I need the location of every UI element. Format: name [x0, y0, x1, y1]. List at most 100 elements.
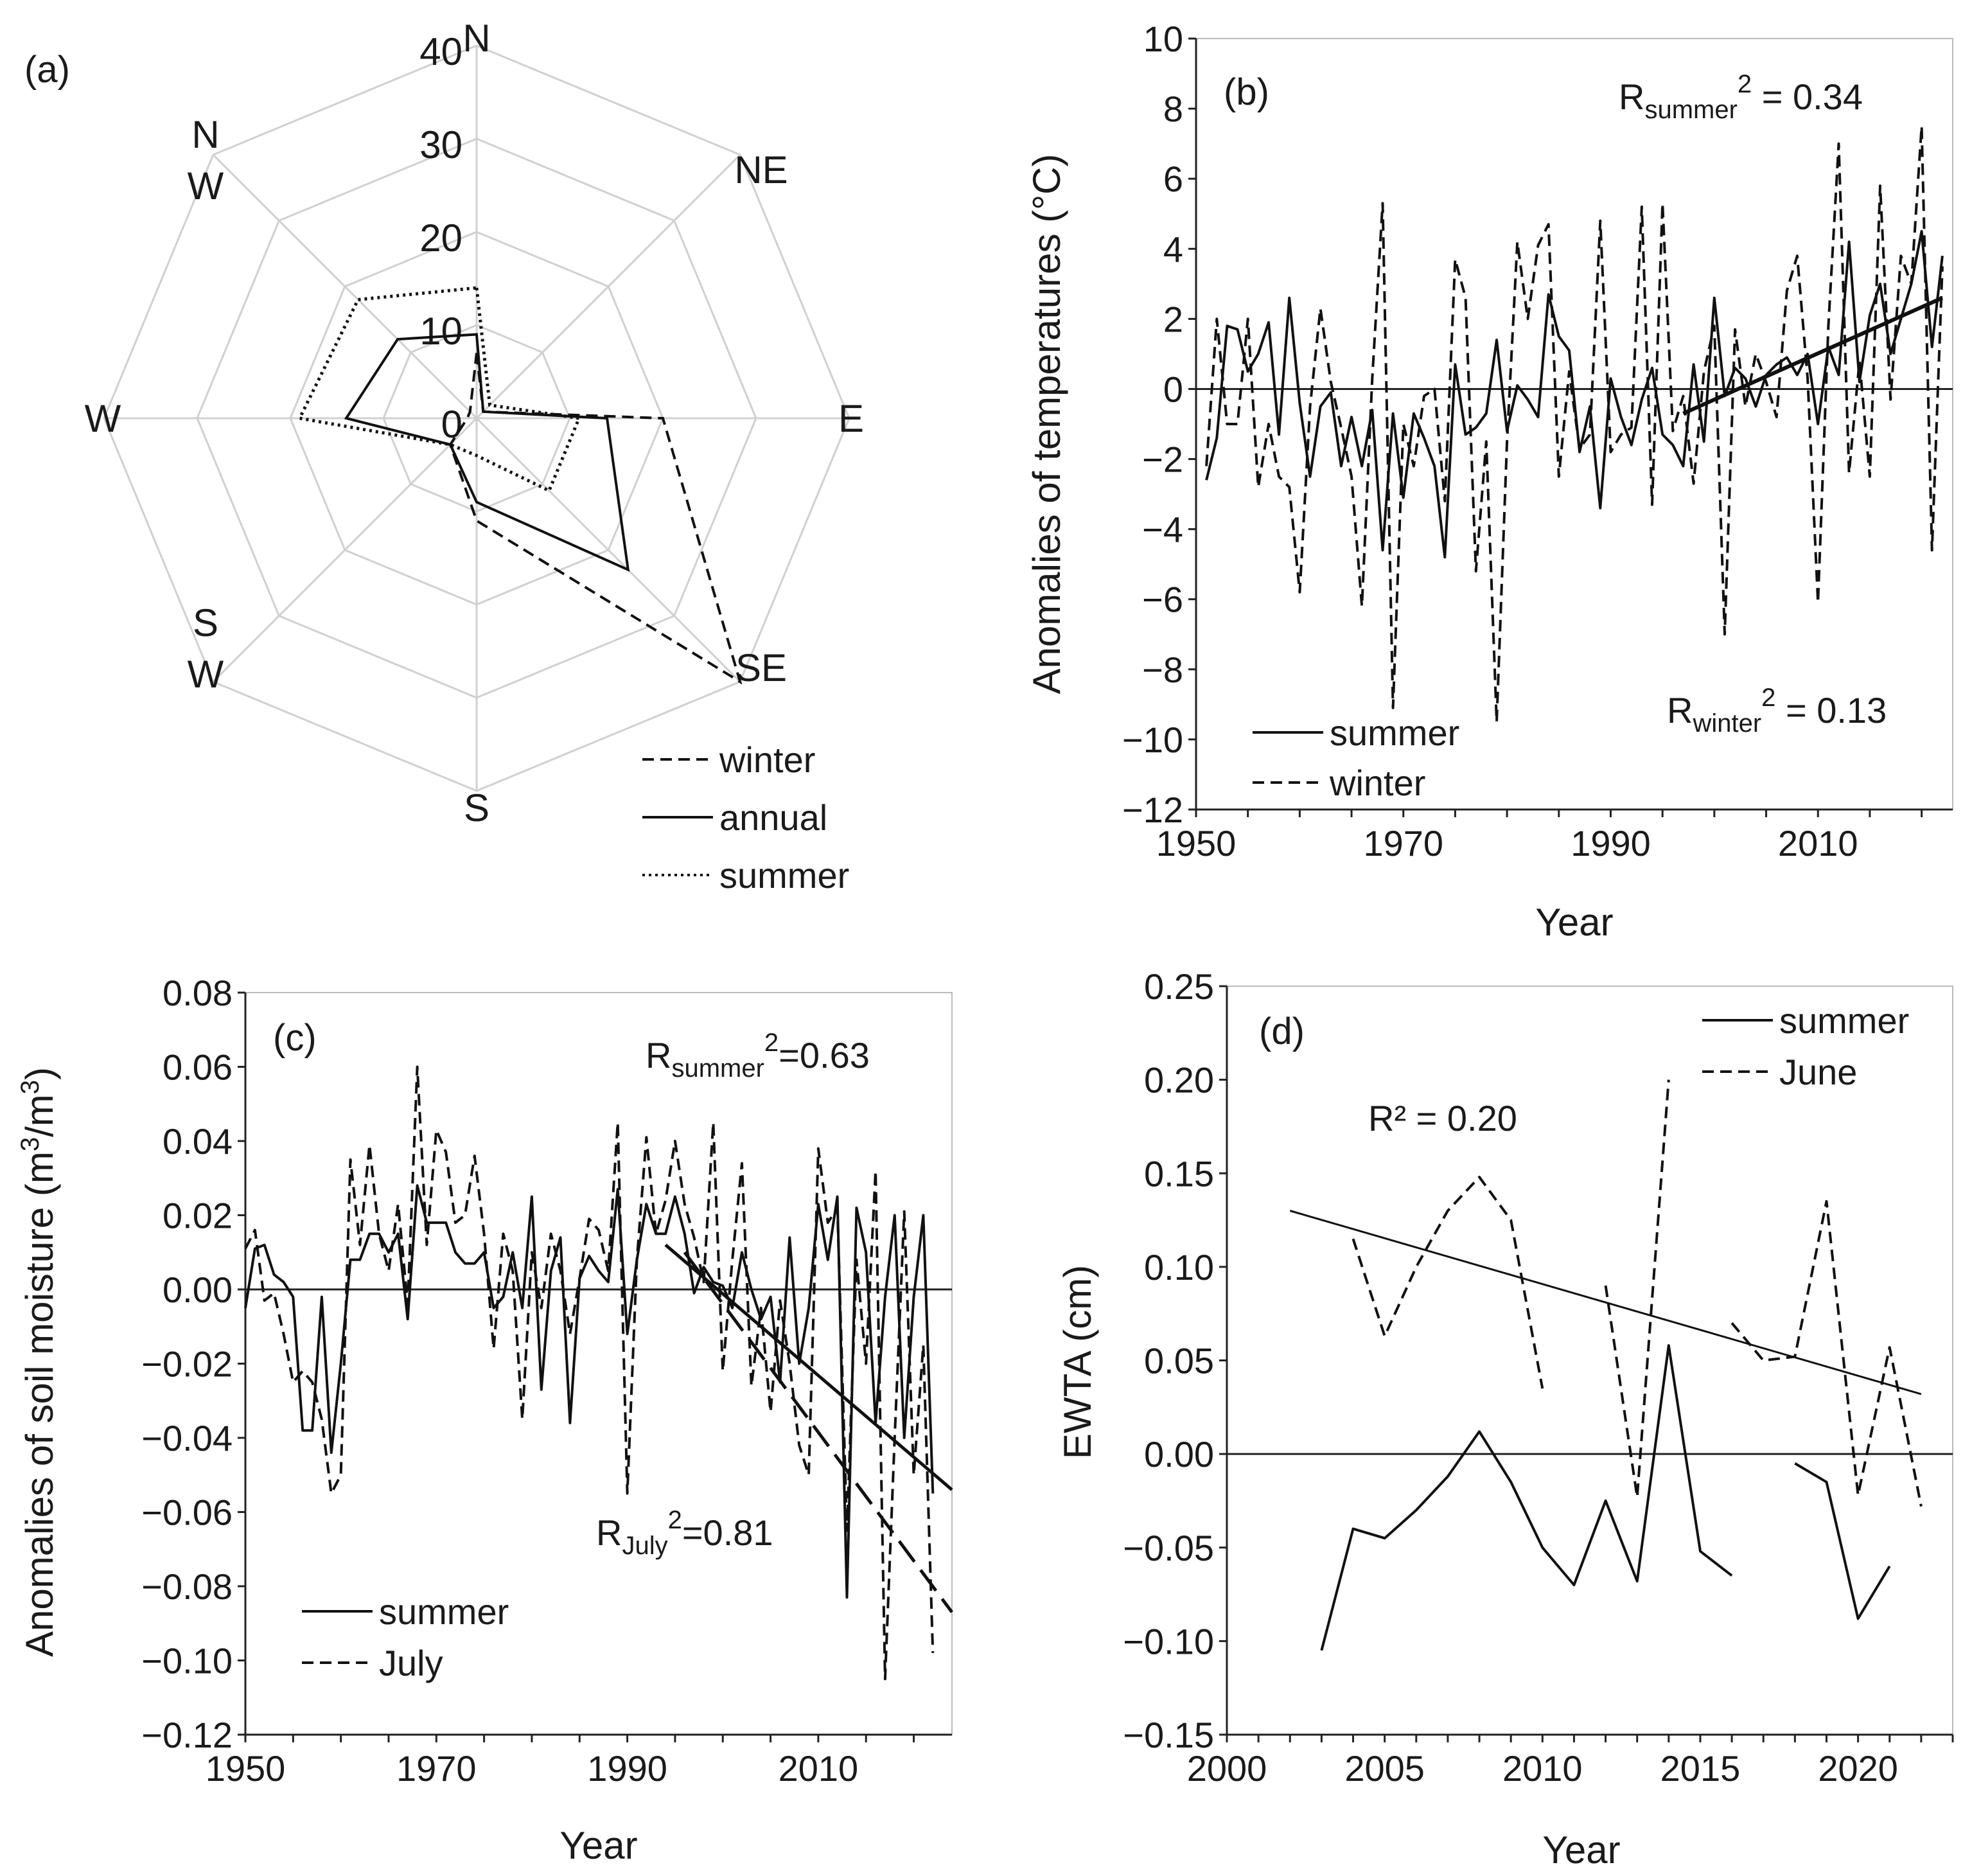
y-tick-label: −10 — [1122, 720, 1183, 760]
r-base: R — [596, 1512, 622, 1553]
x-tick-label: 2010 — [779, 1748, 859, 1789]
x-tick-label: 2005 — [1344, 1748, 1425, 1789]
radar-series-summer — [297, 286, 582, 493]
series-line-summer — [244, 1184, 935, 1599]
radar-series-annual — [344, 333, 630, 572]
direction-label-line: S — [464, 786, 489, 829]
direction-label-se: SE — [735, 646, 787, 689]
r-sub: summer — [671, 1054, 764, 1083]
series-line-july — [244, 1065, 935, 1681]
direction-label-line: W — [188, 164, 224, 208]
x-axis-title: Year — [1535, 901, 1613, 944]
radar-spoke — [475, 154, 741, 420]
r-squared-winter: Rwinter2 = 0.13 — [1667, 684, 1887, 738]
y-tick-label: −0.10 — [141, 1641, 233, 1681]
y-tick-label: 4 — [1163, 229, 1183, 269]
y-tick-label: 0.00 — [1144, 1434, 1214, 1474]
legend-label-annual: annual — [719, 797, 827, 838]
r-base: R — [1667, 690, 1693, 730]
radial-tick-label: 0 — [441, 403, 462, 446]
radial-tick-label: 30 — [419, 123, 462, 166]
legend-label-june: June — [1779, 1052, 1857, 1092]
direction-label-n: N — [462, 17, 490, 60]
y-tick-label: 0.06 — [163, 1047, 233, 1088]
y-title-part: /m — [18, 1094, 61, 1137]
panel-label: (a) — [24, 49, 70, 91]
y-title-part: ) — [18, 1067, 61, 1080]
r-value: = 0.34 — [1752, 76, 1863, 117]
radar-spoke — [212, 417, 478, 683]
r-sup: 2 — [1761, 684, 1775, 712]
r-sub: July — [622, 1532, 667, 1560]
direction-label-s: S — [464, 786, 489, 829]
y-tick-label: 0 — [1163, 369, 1183, 409]
direction-label-line: N — [462, 17, 490, 60]
y-tick-label: −0.02 — [141, 1344, 233, 1385]
y-tick-label: −8 — [1142, 650, 1183, 690]
radial-tick-label: 20 — [419, 217, 462, 260]
legend-label-summer: summer — [719, 855, 849, 896]
x-tick-label: 2010 — [1502, 1748, 1583, 1789]
plot-area-border — [245, 992, 953, 1735]
x-tick-label: 2000 — [1187, 1748, 1267, 1789]
radial-tick-label: 10 — [419, 310, 462, 353]
direction-label-w: W — [85, 397, 121, 440]
x-tick-label: 1990 — [587, 1748, 667, 1789]
x-tick-label: 1970 — [1363, 823, 1443, 863]
y-tick-label: 8 — [1163, 89, 1183, 129]
y-tick-label: 0.02 — [163, 1196, 233, 1236]
y-tick-label: 6 — [1163, 159, 1183, 199]
y-tick-label: 0.15 — [1144, 1153, 1214, 1194]
radar-spoke — [212, 154, 478, 420]
legend-label-winter: winter — [719, 739, 815, 780]
y-tick-label: −0.10 — [1123, 1621, 1214, 1661]
y-tick-label: −0.04 — [141, 1418, 233, 1458]
y-tick-label: 0.25 — [1144, 966, 1214, 1007]
y-title-part: Anomalies of soil moisture (m — [18, 1151, 61, 1657]
y-tick-label: −6 — [1142, 580, 1183, 620]
r-squared-summer: Rsummer2=0.63 — [646, 1029, 870, 1083]
panel-label: (d) — [1259, 1011, 1305, 1052]
radar-spoke — [475, 417, 741, 683]
direction-label-line: N — [191, 113, 219, 156]
y-title-sup: 3 — [16, 1137, 44, 1151]
x-tick-label: 1990 — [1571, 823, 1651, 863]
x-axis-title: Year — [1542, 1828, 1620, 1872]
y-tick-label: 0.04 — [163, 1121, 233, 1162]
r-base: R — [646, 1035, 671, 1075]
y-tick-label: −0.15 — [1123, 1715, 1214, 1755]
series-line-summer — [1794, 1462, 1891, 1620]
y-tick-label: −2 — [1142, 439, 1183, 480]
series-line-june — [1730, 1199, 1923, 1507]
y-tick-label: −0.05 — [1123, 1528, 1214, 1568]
r-squared-june: R² = 0.20 — [1368, 1098, 1517, 1138]
series-line-summer — [1320, 1344, 1733, 1651]
y-tick-label: 0.00 — [163, 1270, 233, 1310]
direction-label-line: S — [193, 601, 218, 644]
y-axis-title: Anomalies of soil moisture (m3/m3) — [16, 1067, 61, 1657]
y-tick-label: 2 — [1163, 299, 1183, 339]
panel-c-soil-moisture-anomalies-chart: −0.12 −0.10 −0.08 −0.06 −0.04 −0.02 0.00 0.02 0.… — [16, 973, 954, 1867]
y-axis-title: Anomalies of temperatures (°C) — [1025, 154, 1068, 695]
legend-label-july: July — [379, 1643, 443, 1683]
direction-label-line: W — [85, 397, 121, 440]
panel-b-temperature-anomalies-chart: −12 −10 −8 −6 −4 −2 0 2 4 6 8 10 1950 1970 1990 2010 (b)… — [1025, 19, 1953, 944]
y-axis-title: EWTA (cm) — [1056, 1265, 1099, 1459]
y-tick-label: 0.05 — [1144, 1341, 1214, 1381]
radial-tick-label: 40 — [419, 30, 462, 73]
direction-label-e: E — [838, 397, 864, 440]
r-value: =0.81 — [682, 1512, 773, 1553]
y-tick-label: −12 — [1122, 790, 1183, 830]
direction-label-line: E — [838, 397, 864, 440]
trend-line-july — [683, 1251, 954, 1613]
trend-line-june — [1289, 1210, 1922, 1395]
y-tick-label: −4 — [1142, 509, 1183, 550]
r-value: = 0.13 — [1775, 690, 1887, 730]
panel-d-ewta-chart: −0.15 −0.10 −0.05 0.00 0.05 0.10 0.15 0.20 0.25 2… — [1056, 966, 1954, 1872]
trend-line-summer — [1682, 296, 1944, 416]
legend-label-summer: summer — [1330, 712, 1459, 753]
r-squared-summer: Rsummer2 = 0.34 — [1619, 70, 1863, 124]
